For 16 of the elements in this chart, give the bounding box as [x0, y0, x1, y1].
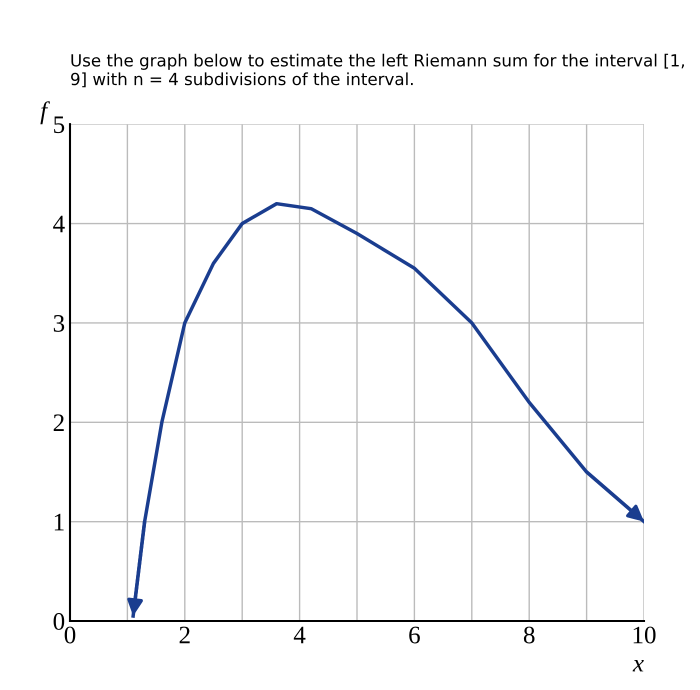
- x-tick-label: 10: [634, 626, 656, 644]
- x-tick-label: 8: [524, 626, 534, 644]
- y-tick-label: 5: [54, 116, 64, 134]
- y-tick-label: 3: [54, 315, 64, 332]
- y-tick-label: 1: [54, 514, 64, 530]
- x-tick-label: 0: [64, 626, 76, 644]
- y-axis-title: f: [40, 101, 50, 124]
- x-tick-label: 4: [294, 626, 306, 644]
- chart-title: Use the graph below to estimate the left Riemann sum for the interval [1, 9] with n = 4 subdivisions of the interval.: [71, 54, 684, 88]
- x-axis-title: x: [632, 660, 644, 672]
- line-series: [131, 202, 644, 618]
- y-tick-label: 2: [54, 414, 64, 431]
- x-tick-label: 2: [180, 626, 190, 644]
- y-tick-label: 4: [53, 216, 65, 232]
- x-tick-label: 6: [409, 626, 420, 644]
- y-tick-label: 0: [54, 613, 64, 630]
